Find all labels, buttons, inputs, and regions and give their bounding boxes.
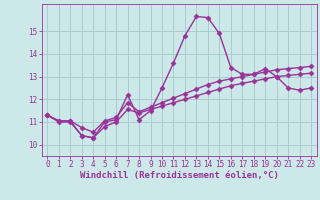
X-axis label: Windchill (Refroidissement éolien,°C): Windchill (Refroidissement éolien,°C) (80, 171, 279, 180)
